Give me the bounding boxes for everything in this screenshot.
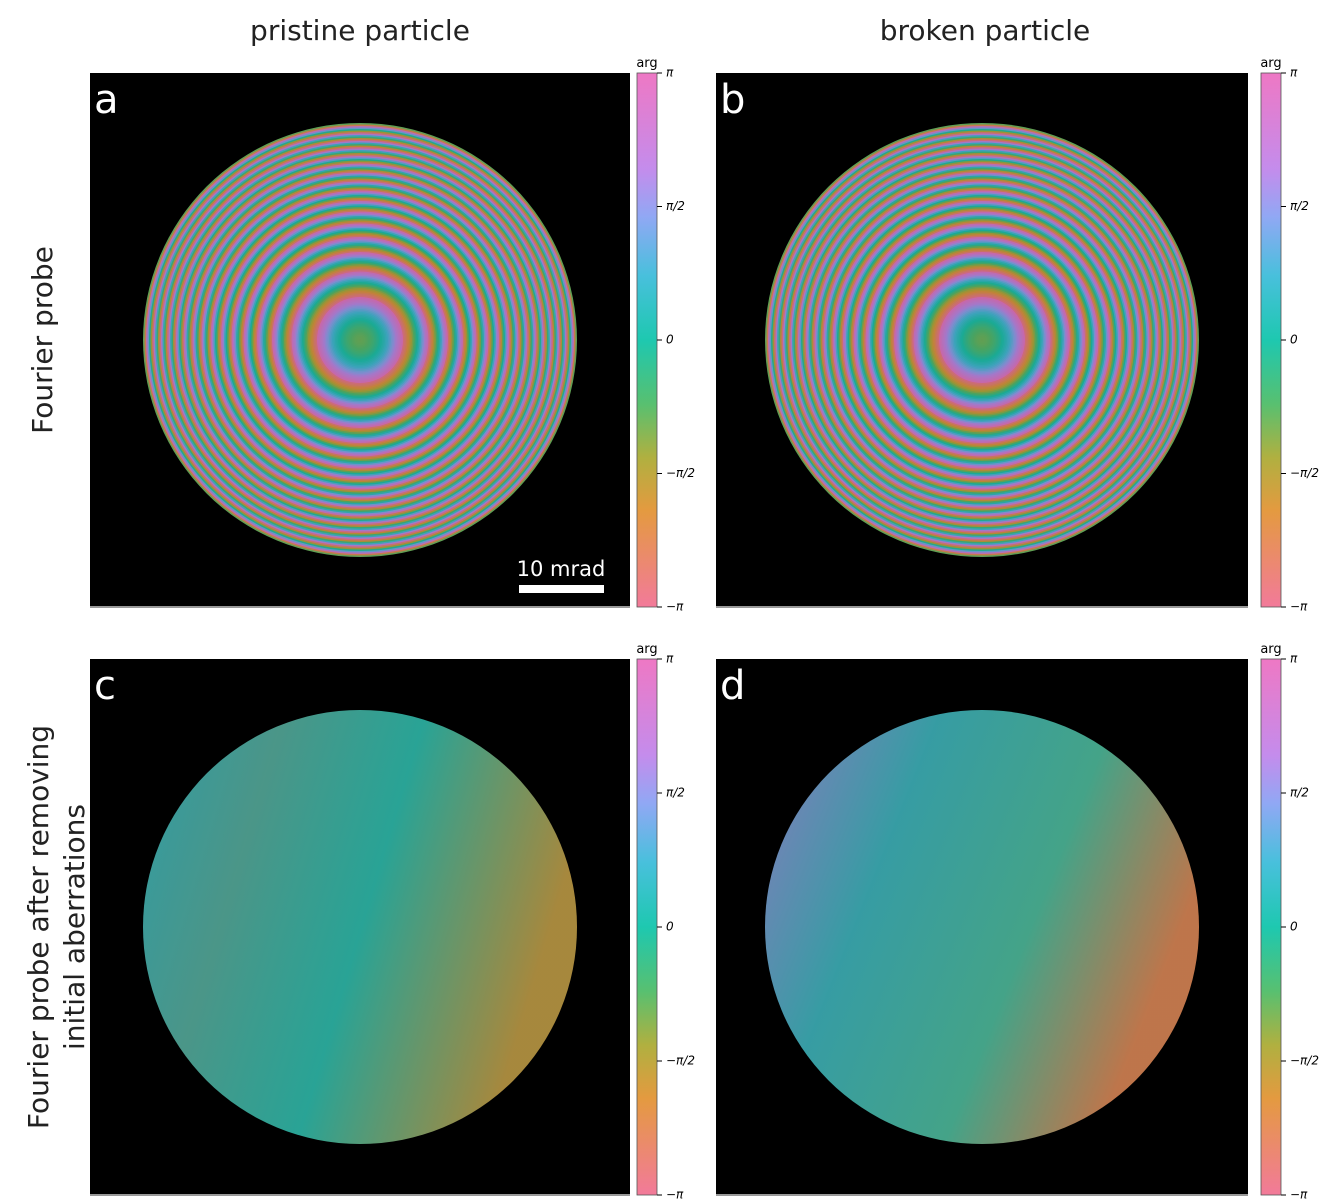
colorbar [1261,659,1281,1195]
colorbar [637,73,657,607]
column-title: pristine particle [250,14,470,47]
colorbar-tick-label: 0 [666,920,674,934]
colorbar-tick-label: π [1290,66,1298,80]
colorbar-tick-label: π/2 [666,785,685,799]
colorbar-tick-label: −π [1290,1188,1308,1201]
colorbar [637,659,657,1195]
colorbar-tick-label: π [666,652,674,666]
colorbar-tick-label: π [1290,652,1298,666]
colorbar-tick-label: π/2 [1290,785,1309,799]
colorbar-tick-label: π/2 [666,199,685,213]
phase-disk [765,710,1199,1144]
panel-letter: b [720,77,745,123]
row-title: Fourier probe after removing [22,725,55,1129]
colorbar-tick-label: π/2 [1290,199,1309,213]
phase-ring [359,339,361,341]
colorbar-label: arg [636,642,657,657]
scale-bar [519,585,604,593]
colorbar-tick-label: π [666,66,674,80]
colorbar-tick-label: −π/2 [666,1054,695,1068]
colorbar-tick-label: −π/2 [666,466,695,480]
colorbar [1261,73,1281,607]
colorbar-label: arg [1260,642,1281,657]
figure: pristine particle broken particle Fourie… [0,0,1326,1201]
colorbar-tick-label: 0 [666,333,674,347]
colorbar-label: arg [636,56,657,71]
colorbar-tick-label: 0 [1290,333,1298,347]
colorbar-tick-label: −π [666,1188,684,1201]
row-title: initial aberrations [58,804,91,1050]
panel-letter: d [720,663,745,709]
panel-letter: c [94,663,116,709]
colorbar-tick-label: −π/2 [1290,1054,1319,1068]
colorbar-label: arg [1260,56,1281,71]
colorbar-tick-label: −π/2 [1290,466,1319,480]
colorbar-tick-label: −π [1290,600,1308,614]
column-title: broken particle [880,14,1091,47]
phase-ring [981,339,983,341]
row-title: Fourier probe [26,246,59,434]
phase-disk [143,710,577,1144]
colorbar-tick-label: −π [666,600,684,614]
panel-letter: a [94,77,119,123]
colorbar-tick-label: 0 [1290,920,1298,934]
scale-bar-label: 10 mrad [517,557,606,581]
